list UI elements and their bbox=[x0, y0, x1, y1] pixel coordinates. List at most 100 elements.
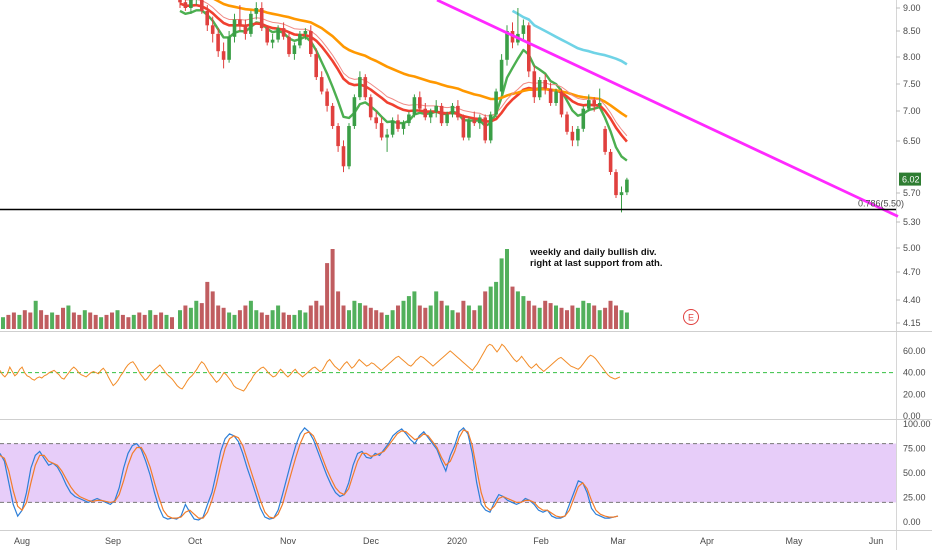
candle[interactable] bbox=[358, 71, 362, 101]
candle[interactable] bbox=[439, 103, 444, 126]
candle[interactable] bbox=[597, 88, 602, 109]
earnings-marker-icon[interactable] bbox=[683, 309, 699, 325]
stoch-panel[interactable]: 100.00 75.00 50.00 25.00 0.00 bbox=[0, 419, 931, 527]
candle[interactable] bbox=[527, 22, 531, 78]
candle[interactable] bbox=[418, 91, 422, 112]
candle[interactable] bbox=[483, 114, 487, 144]
candle[interactable] bbox=[587, 94, 591, 112]
candle[interactable] bbox=[390, 117, 395, 138]
candle[interactable] bbox=[270, 33, 275, 49]
candle[interactable] bbox=[347, 123, 351, 170]
rsi-panel[interactable]: 60.00 40.00 20.00 0.00 bbox=[0, 343, 926, 421]
candle[interactable] bbox=[265, 25, 269, 46]
candle-body bbox=[483, 117, 487, 141]
candle[interactable] bbox=[532, 65, 537, 103]
candle[interactable] bbox=[543, 74, 547, 95]
candle[interactable] bbox=[614, 169, 618, 198]
candle[interactable] bbox=[570, 126, 575, 147]
candle[interactable] bbox=[477, 114, 482, 129]
candle[interactable] bbox=[287, 31, 291, 57]
candle[interactable] bbox=[309, 25, 313, 57]
candle-body bbox=[505, 31, 509, 60]
candle[interactable] bbox=[548, 82, 553, 106]
candle[interactable] bbox=[227, 31, 231, 63]
candle[interactable] bbox=[232, 13, 237, 43]
candle[interactable] bbox=[467, 117, 471, 141]
volume-bar bbox=[93, 314, 98, 329]
candle[interactable] bbox=[461, 114, 466, 141]
candle[interactable] bbox=[319, 71, 324, 95]
candle-body bbox=[461, 117, 466, 138]
stoch-d-line[interactable] bbox=[0, 429, 619, 519]
trendline[interactable] bbox=[436, 0, 899, 218]
annotation-line-2[interactable]: right at last support from ath. bbox=[530, 258, 662, 269]
candle[interactable] bbox=[341, 140, 346, 173]
candle[interactable] bbox=[565, 111, 569, 135]
candle[interactable] bbox=[374, 111, 378, 129]
price-axis[interactable]: 9.00 8.50 8.00 7.50 7.00 6.50 5.70 5.30 5.00 4.70… bbox=[896, 3, 921, 328]
candle[interactable] bbox=[456, 100, 460, 121]
candle[interactable] bbox=[603, 126, 607, 155]
candlesticks[interactable] bbox=[178, 0, 629, 213]
candle[interactable] bbox=[592, 97, 596, 112]
candle[interactable] bbox=[189, 0, 193, 14]
candle[interactable] bbox=[407, 111, 411, 126]
candle[interactable] bbox=[554, 88, 558, 106]
candle[interactable] bbox=[625, 177, 629, 196]
candle[interactable] bbox=[559, 88, 564, 118]
candle[interactable] bbox=[396, 114, 400, 132]
rsi-line[interactable] bbox=[0, 343, 621, 392]
candle[interactable] bbox=[423, 103, 427, 121]
volume-bar bbox=[164, 314, 169, 329]
time-tick-label: 2020 bbox=[447, 536, 467, 546]
candle-body bbox=[379, 123, 384, 138]
candle[interactable] bbox=[537, 77, 542, 101]
candle[interactable] bbox=[608, 149, 613, 175]
candle[interactable] bbox=[352, 94, 357, 129]
candle[interactable] bbox=[521, 19, 526, 40]
candle[interactable] bbox=[281, 22, 286, 40]
candle[interactable] bbox=[210, 16, 215, 43]
candle[interactable] bbox=[385, 128, 389, 152]
candle[interactable] bbox=[401, 120, 406, 135]
time-axis[interactable]: Aug Sep Oct Nov Dec 2020 Feb Mar Apr May Jun bbox=[14, 536, 883, 546]
candle[interactable] bbox=[434, 100, 438, 118]
candle[interactable] bbox=[499, 54, 504, 95]
candle[interactable] bbox=[450, 103, 455, 118]
candle[interactable] bbox=[205, 5, 209, 31]
candle[interactable] bbox=[314, 48, 318, 80]
candle[interactable] bbox=[576, 126, 580, 147]
candle[interactable] bbox=[325, 88, 329, 112]
candle[interactable] bbox=[195, 0, 199, 6]
candle[interactable] bbox=[249, 10, 253, 37]
candle[interactable] bbox=[238, 5, 242, 31]
candle[interactable] bbox=[445, 111, 449, 126]
candle[interactable] bbox=[183, 0, 188, 11]
annotation-line-1[interactable]: weekly and daily bullish div. bbox=[529, 247, 657, 258]
candle[interactable] bbox=[336, 123, 340, 152]
candle[interactable] bbox=[412, 94, 417, 118]
candle[interactable] bbox=[379, 117, 384, 141]
candle[interactable] bbox=[488, 111, 493, 144]
candle[interactable] bbox=[619, 186, 624, 213]
candle[interactable] bbox=[472, 111, 477, 126]
candle[interactable] bbox=[428, 108, 433, 124]
candle[interactable] bbox=[494, 88, 498, 118]
candle[interactable] bbox=[368, 94, 373, 121]
candle[interactable] bbox=[581, 105, 586, 132]
candle[interactable] bbox=[330, 103, 335, 129]
candle[interactable] bbox=[276, 25, 280, 43]
candle[interactable] bbox=[243, 19, 248, 40]
candle[interactable] bbox=[259, 2, 264, 31]
candle[interactable] bbox=[303, 28, 308, 40]
candle[interactable] bbox=[178, 0, 182, 8]
candle[interactable] bbox=[298, 31, 302, 49]
candle[interactable] bbox=[221, 42, 226, 69]
candle[interactable] bbox=[216, 28, 220, 57]
candle[interactable] bbox=[254, 2, 259, 20]
candle[interactable] bbox=[292, 42, 297, 60]
candle-body bbox=[227, 36, 231, 60]
candle[interactable] bbox=[200, 0, 204, 14]
candle[interactable] bbox=[363, 74, 368, 101]
candle-body bbox=[374, 117, 378, 124]
